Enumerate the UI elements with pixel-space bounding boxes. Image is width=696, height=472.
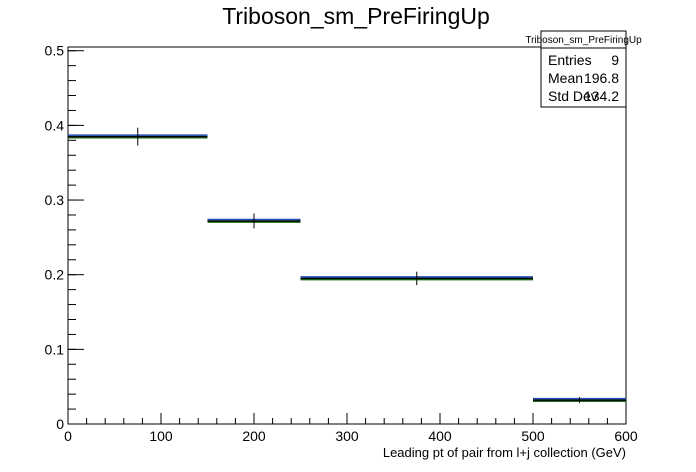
y-tick-label: 0.5: [45, 43, 65, 59]
x-tick-label: 500: [521, 428, 545, 444]
y-tick-label: 0: [56, 416, 64, 432]
stats-entries-value: 9: [611, 52, 619, 68]
chart-title: Triboson_sm_PreFiringUp: [222, 3, 490, 29]
y-tick-label: 0.1: [45, 341, 65, 357]
y-tick-label: 0.2: [45, 267, 65, 283]
x-tick-label: 100: [149, 428, 173, 444]
stats-stddev-label: Std Dev: [548, 88, 598, 104]
y-tick-label: 0.3: [45, 192, 65, 208]
x-tick-label: 600: [614, 428, 638, 444]
stats-mean-value: 196.8: [584, 70, 619, 86]
x-tick-label: 200: [242, 428, 266, 444]
stats-box: Triboson_sm_PreFiringUp Entries 9 Mean 1…: [525, 30, 642, 108]
y-axis: 0 0.1 0.2 0.3 0.4 0.5: [45, 43, 84, 432]
x-axis: 0 100 200 300 400 500 600: [64, 413, 638, 444]
x-tick-label: 300: [335, 428, 359, 444]
stats-title: Triboson_sm_PreFiringUp: [525, 35, 642, 46]
stats-mean-label: Mean: [548, 70, 583, 86]
x-tick-label: 400: [428, 428, 452, 444]
y-tick-label: 0.4: [45, 117, 65, 133]
x-axis-label: Leading pt of pair from l+j collection (…: [383, 445, 626, 460]
histogram-bins: [68, 127, 626, 404]
stats-stddev-value: 134.2: [584, 88, 619, 104]
stats-entries-label: Entries: [548, 52, 592, 68]
x-tick-label: 0: [64, 428, 72, 444]
